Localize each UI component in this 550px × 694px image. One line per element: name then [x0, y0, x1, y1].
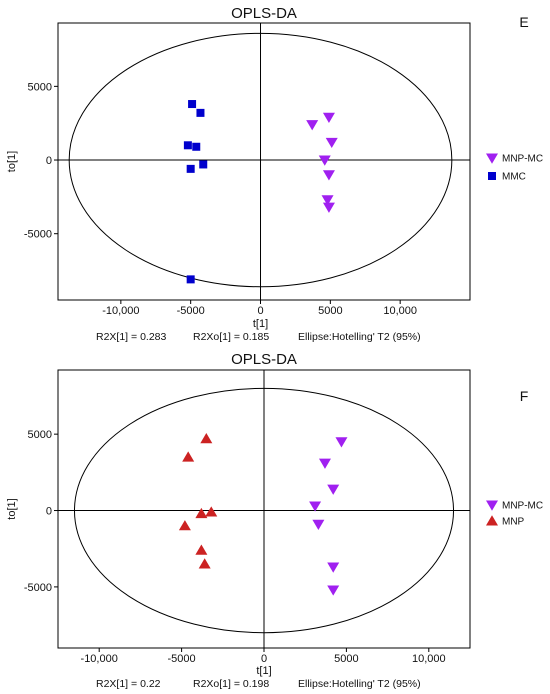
legend-label: MNP-MC: [502, 154, 543, 165]
data-point: [192, 142, 201, 151]
y-tick-label: -5000: [24, 582, 52, 594]
x-tick-label: 0: [257, 305, 263, 317]
chart-title: OPLS-DA: [231, 351, 297, 368]
y-tick-label: -5000: [24, 229, 52, 241]
data-point: [327, 562, 340, 573]
data-point: [198, 558, 211, 569]
x-tick-label: 0: [261, 653, 267, 665]
data-point: [322, 170, 335, 181]
data-point: [188, 100, 197, 109]
data-point: [322, 112, 335, 123]
panel-letter: E: [519, 14, 528, 30]
data-point: [318, 458, 331, 469]
data-point: [309, 501, 322, 512]
x-tick-label: 10,000: [383, 305, 417, 317]
chart-title: OPLS-DA: [231, 5, 297, 22]
legend-label: MNP: [502, 517, 525, 528]
x-tick-label: -5000: [177, 305, 205, 317]
legend-marker: [486, 515, 498, 526]
x-tick-label: 5000: [318, 305, 342, 317]
data-point: [195, 507, 208, 519]
x-tick-label: 10,000: [412, 653, 446, 665]
panel-e: OPLS-DA E -10,000 -5000 0 5000 10,000 -5000 0 500…: [6, 5, 543, 343]
data-point: [322, 202, 335, 213]
plot-frame: [57, 22, 471, 301]
data-point: [205, 506, 218, 517]
data-point: [199, 160, 208, 169]
stat-2: Ellipse:Hotelling' T2 (95%): [298, 678, 421, 690]
y-tick-label: 0: [46, 506, 52, 518]
data-point: [325, 137, 338, 149]
data-point: [178, 520, 191, 531]
legend-marker: [486, 500, 498, 511]
stat-0: R2X[1] = 0.283: [96, 331, 167, 343]
stat-2: Ellipse:Hotelling' T2 (95%): [298, 331, 421, 343]
data-point: [327, 585, 340, 596]
data-point: [321, 195, 334, 206]
y-tick-label: 0: [46, 155, 52, 167]
x-axis-label: t[1]: [256, 665, 271, 677]
legend-label: MNP-MC: [502, 501, 543, 512]
data-point: [196, 108, 205, 117]
data-point: [200, 433, 213, 444]
y-tick-label: 5000: [28, 81, 52, 93]
hotelling-ellipse: [68, 32, 453, 288]
data-point: [306, 120, 319, 131]
data-point: [182, 451, 195, 462]
legend-marker: [486, 153, 498, 164]
legend-label: MMC: [502, 172, 526, 183]
data-point: [186, 275, 195, 284]
legend-marker: [488, 172, 496, 180]
stat-0: R2X[1] = 0.22: [96, 678, 161, 690]
x-axis-label: t[1]: [253, 318, 268, 330]
data-point: [327, 484, 340, 495]
y-axis-label: to[1]: [6, 498, 18, 519]
stat-1: R2Xo[1] = 0.185: [193, 331, 269, 343]
series-mnp: [178, 433, 218, 569]
series-mnp-mc: [309, 437, 348, 596]
y-tick-label: 5000: [28, 429, 52, 441]
data-point: [186, 164, 195, 173]
data-point: [335, 437, 348, 448]
panel-letter: F: [520, 388, 529, 404]
data-point: [312, 519, 325, 530]
x-tick-label: -10,000: [102, 305, 139, 317]
y-axis-label: to[1]: [6, 151, 18, 172]
series-mnp-mc: [306, 112, 338, 213]
stat-1: R2Xo[1] = 0.198: [193, 678, 269, 690]
x-tick-label: 5000: [334, 653, 358, 665]
data-point: [183, 141, 192, 150]
x-tick-label: -10,000: [81, 653, 118, 665]
x-tick-label: -5000: [168, 653, 196, 665]
data-point: [318, 155, 331, 166]
panel-f: OPLS-DA F -10,000 -5000 0 5000 10,000 -5000 0 500…: [6, 351, 543, 690]
hotelling-ellipse: [73, 387, 455, 634]
data-point: [195, 544, 208, 555]
series-mmc: [183, 100, 208, 284]
